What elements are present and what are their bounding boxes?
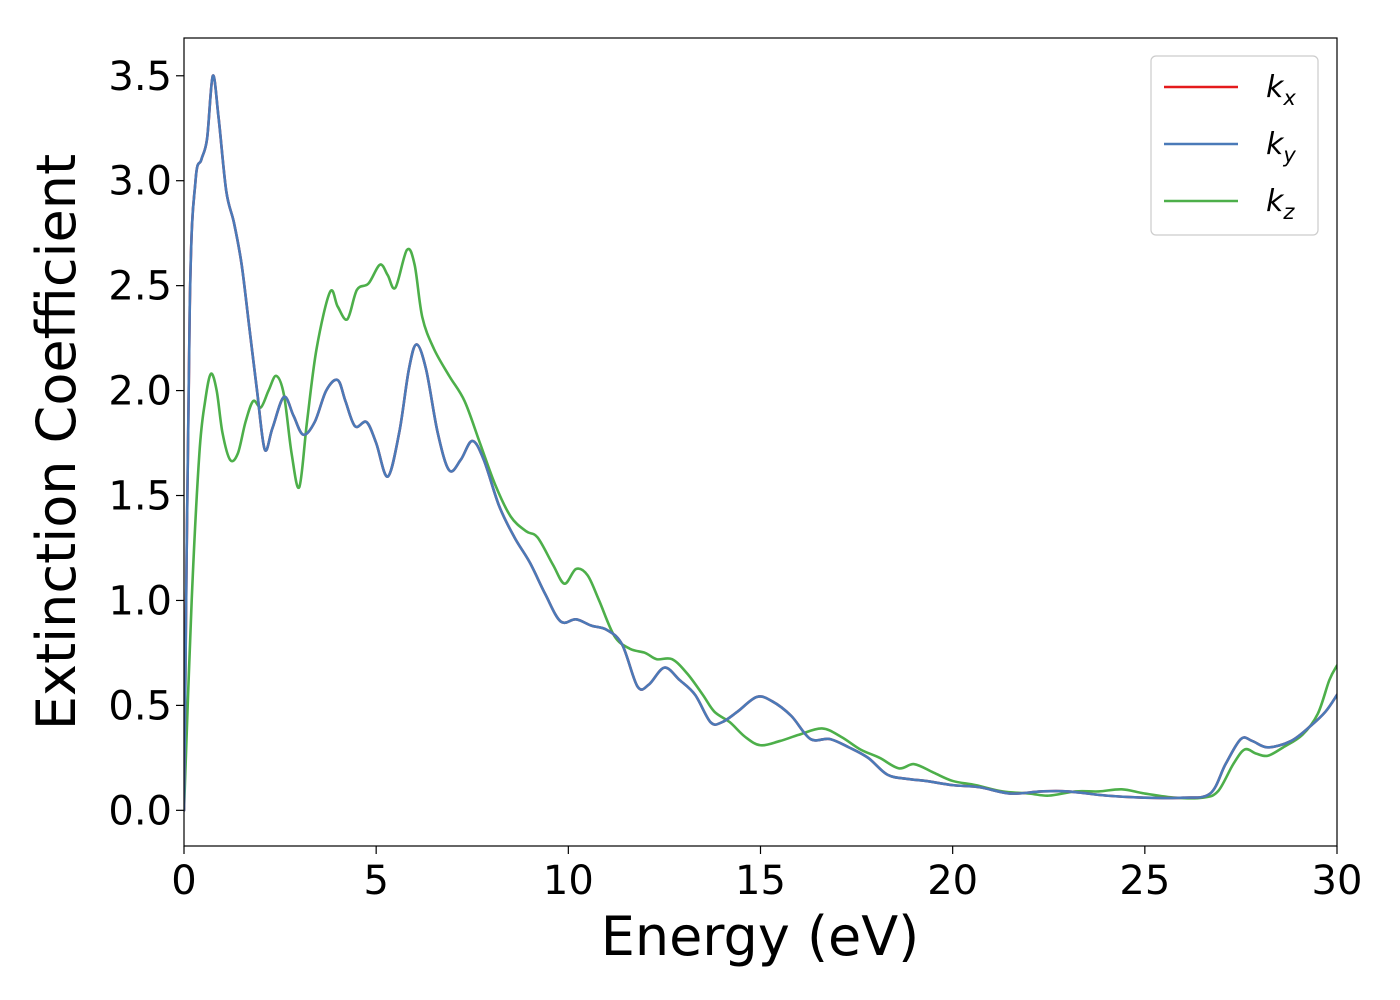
legend-label-subscript: z bbox=[1282, 200, 1295, 224]
y-tick-label: 1.0 bbox=[108, 578, 172, 624]
y-axis-title: Extinction Coefficient bbox=[25, 154, 88, 730]
legend-box bbox=[1150, 55, 1319, 236]
x-tick-label: 10 bbox=[543, 858, 594, 904]
x-tick-label: 25 bbox=[1119, 858, 1170, 904]
x-tick-label: 30 bbox=[1312, 858, 1363, 904]
series-line-y bbox=[184, 74, 1337, 812]
y-tick-label: 3.5 bbox=[108, 54, 172, 100]
y-tick-label: 3.0 bbox=[108, 159, 172, 205]
series-lines bbox=[184, 74, 1337, 812]
legend-label-z: kz bbox=[1266, 184, 1295, 224]
x-tick-label: 5 bbox=[363, 858, 388, 904]
x-axis-title: Energy (eV) bbox=[601, 905, 920, 968]
legend-label-subscript: x bbox=[1282, 86, 1296, 110]
legend-label-y: ky bbox=[1266, 127, 1296, 167]
legend-label-subscript: y bbox=[1282, 143, 1296, 167]
legend-label-base: k bbox=[1266, 70, 1285, 105]
y-tick-label: 0.0 bbox=[108, 788, 172, 834]
y-tick-label: 0.5 bbox=[108, 683, 172, 729]
y-axis-ticks: 0.0 0.5 1.0 1.5 2.0 2.5 3.0 3.5 bbox=[108, 54, 184, 834]
series-line-z bbox=[184, 247, 1337, 812]
y-tick-label: 2.5 bbox=[108, 264, 172, 310]
y-tick-label: 2.0 bbox=[108, 369, 172, 415]
y-tick-label: 1.5 bbox=[108, 474, 172, 520]
x-tick-label: 0 bbox=[171, 858, 196, 904]
x-tick-label: 20 bbox=[927, 858, 978, 904]
x-tick-label: 15 bbox=[735, 858, 786, 904]
legend-label-base: k bbox=[1266, 127, 1285, 162]
legend-label-x: kx bbox=[1266, 70, 1296, 110]
x-axis-ticks: 0 5 10 15 20 25 30 bbox=[171, 846, 1362, 904]
legend-label-base: k bbox=[1266, 184, 1285, 219]
